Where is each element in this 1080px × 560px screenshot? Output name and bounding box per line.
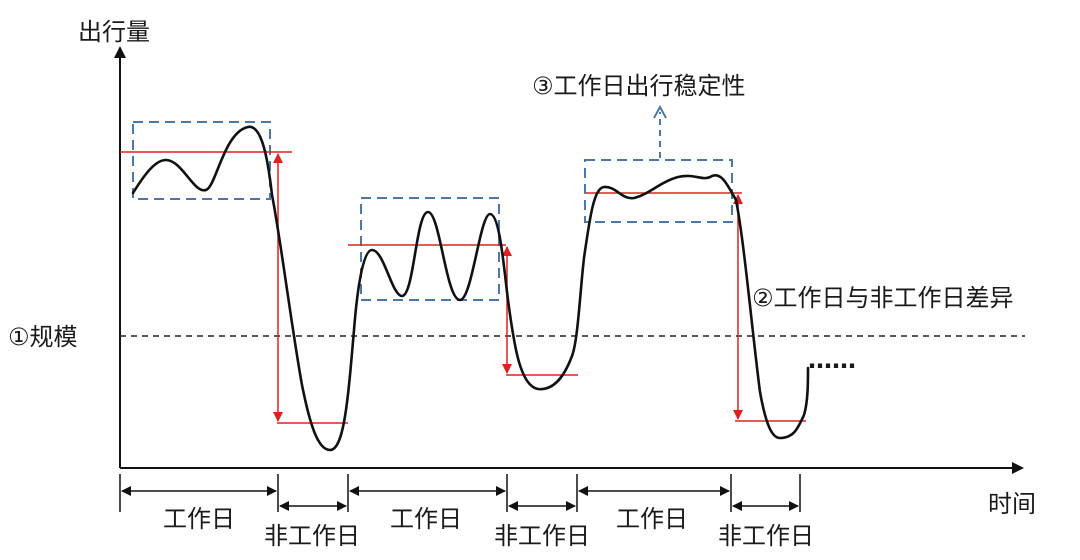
scale-annotation: ①规模 <box>8 323 78 351</box>
period-label-nonworkday: 非工作日 <box>264 522 360 550</box>
difference-annotation: ②工作日与非工作日差异 <box>752 284 1014 312</box>
period-label-nonworkday: 非工作日 <box>718 522 814 550</box>
period-label-workday: 工作日 <box>163 505 235 533</box>
travel-volume-curve <box>131 125 810 452</box>
continuation-dots: …… <box>808 346 856 374</box>
period-label-workday: 工作日 <box>390 505 462 533</box>
period-dimensions <box>119 474 801 512</box>
stability-box-2 <box>360 197 500 301</box>
y-axis-label: 出行量 <box>78 18 150 46</box>
stability-box-3 <box>584 159 733 223</box>
x-axis-label: 时间 <box>988 490 1036 518</box>
stability-annotation: ③工作日出行稳定性 <box>532 72 746 100</box>
stability-box-1 <box>132 121 271 200</box>
period-label-nonworkday: 非工作日 <box>494 522 590 550</box>
period-label-workday: 工作日 <box>616 505 688 533</box>
